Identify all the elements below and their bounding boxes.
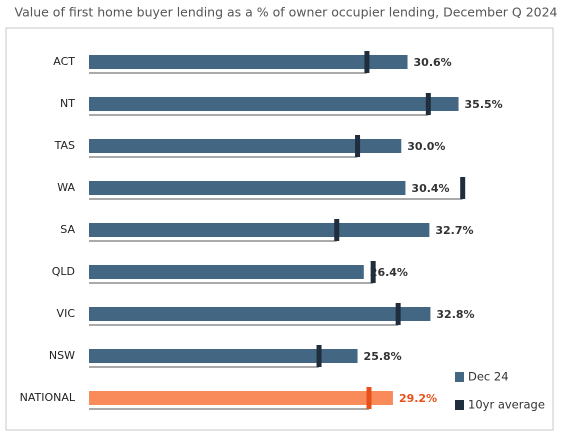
average-marker <box>334 219 340 241</box>
bar <box>89 223 430 237</box>
legend-swatch <box>455 372 464 382</box>
legend-label: Dec 24 <box>468 370 509 384</box>
bar <box>89 265 364 279</box>
average-marker <box>395 303 401 325</box>
data-label: 32.8% <box>436 308 474 321</box>
average-marker <box>316 345 322 367</box>
y-tick-label: WA <box>57 181 75 194</box>
bar <box>89 139 402 153</box>
average-marker <box>370 261 376 283</box>
average-marker <box>425 93 431 115</box>
average-marker <box>366 387 372 409</box>
y-tick-label: NATIONAL <box>20 391 76 404</box>
y-tick-label: NT <box>60 97 75 110</box>
average-marker <box>355 135 361 157</box>
data-label: 30.0% <box>407 140 445 153</box>
y-tick-label: ACT <box>53 55 75 68</box>
y-tick-label: VIC <box>57 307 76 320</box>
data-label: 35.5% <box>465 98 503 111</box>
y-tick-label: NSW <box>49 349 75 362</box>
legend-swatch <box>455 400 464 410</box>
bar <box>89 391 393 405</box>
legend-label: 10yr average <box>468 398 545 412</box>
data-label: 32.7% <box>435 224 473 237</box>
y-tick-label: TAS <box>54 139 75 152</box>
chart-title: Value of first home buyer lending as a %… <box>15 5 558 20</box>
y-tick-label: QLD <box>52 265 75 278</box>
average-marker <box>364 51 370 73</box>
bar <box>89 97 459 111</box>
y-tick-label: SA <box>60 223 75 236</box>
data-label: 26.4% <box>370 266 408 279</box>
data-label: 30.4% <box>411 182 449 195</box>
data-label: 30.6% <box>414 56 452 69</box>
bar <box>89 55 408 69</box>
data-label: 29.2% <box>399 392 437 405</box>
bar <box>89 181 406 195</box>
bar <box>89 307 431 321</box>
bar <box>89 349 358 363</box>
data-label: 25.8% <box>364 350 402 363</box>
plot-frame <box>5 27 554 431</box>
average-marker <box>460 177 466 199</box>
